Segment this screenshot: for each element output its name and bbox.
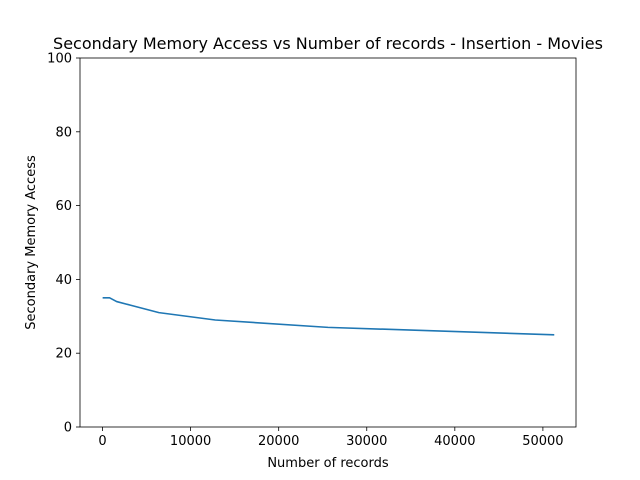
y-tick-label: 80 [55, 125, 72, 140]
x-tick-label: 10000 [170, 434, 211, 449]
y-tick-label: 20 [55, 347, 72, 362]
y-axis-label: Secondary Memory Access [24, 155, 39, 330]
y-tick-label: 60 [55, 199, 72, 214]
x-tick-label: 50000 [522, 434, 563, 449]
axis-ticks: 0 10000 20000 30000 40000 50000 0 20 40 60 80 100 [47, 52, 563, 450]
y-tick-label: 40 [55, 273, 72, 288]
chart-title: Secondary Memory Access vs Number of rec… [53, 34, 603, 53]
x-tick-label: 40000 [434, 434, 475, 449]
x-tick-label: 20000 [258, 434, 299, 449]
y-tick-label: 0 [64, 421, 72, 436]
y-tick-label: 100 [47, 52, 72, 67]
x-tick-label: 0 [98, 434, 106, 449]
plot-frame [79, 57, 577, 428]
x-axis-label: Number of records [267, 456, 389, 471]
plot-area [102, 297, 555, 336]
x-tick-label: 30000 [346, 434, 387, 449]
series-line [102, 297, 555, 336]
